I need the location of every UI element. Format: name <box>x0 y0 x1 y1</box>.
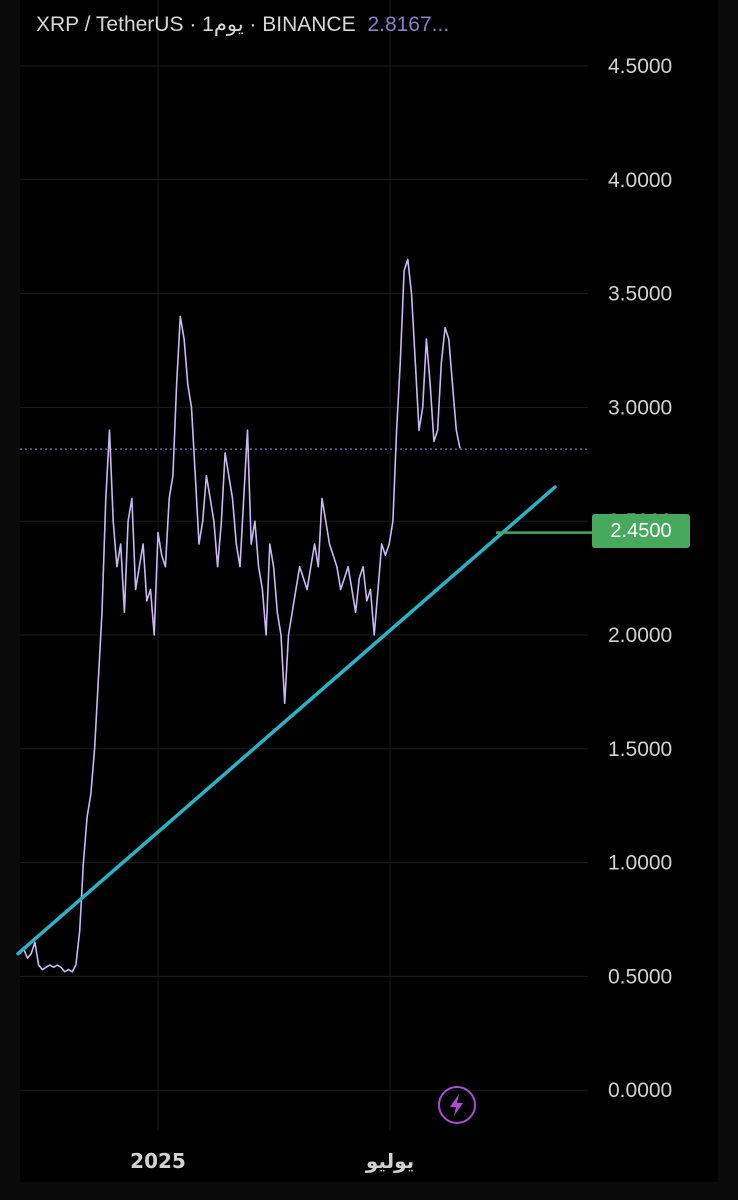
y-tick-label: 3.5000 <box>608 283 672 306</box>
lightning-icon <box>450 1094 463 1116</box>
price-axis[interactable]: 4.50004.00003.50003.00002.50002.00001.50… <box>608 55 672 1102</box>
symbol-header[interactable]: XRP / TetherUS · 1يوم · BINANCE 2.8167..… <box>36 12 449 37</box>
x-tick-label: 2025 <box>130 1149 186 1173</box>
header-separator: · <box>249 13 257 36</box>
trendline[interactable] <box>16 485 557 956</box>
y-tick-label: 3.0000 <box>608 396 672 419</box>
y-tick-label: 0.5000 <box>608 965 672 988</box>
chart-panel[interactable] <box>20 0 718 1182</box>
level-price-badge[interactable]: 2.4500 <box>592 514 690 548</box>
grid-lines <box>20 0 588 1130</box>
y-tick-label: 2.0000 <box>608 624 672 647</box>
lightning-button[interactable] <box>438 1086 476 1124</box>
interval-label: 1يوم <box>202 13 244 36</box>
header-separator: · <box>189 13 197 36</box>
time-axis[interactable]: 2025 يوليو <box>130 1149 414 1173</box>
symbol-name: XRP / TetherUS <box>36 13 184 36</box>
x-tick-label: يوليو <box>365 1149 414 1173</box>
y-tick-label: 4.5000 <box>608 55 672 78</box>
y-tick-label: 0.0000 <box>608 1079 672 1102</box>
y-tick-label: 4.0000 <box>608 169 672 192</box>
y-tick-label: 1.0000 <box>608 852 672 875</box>
last-price: 2.8167... <box>367 13 450 36</box>
y-tick-label: 1.5000 <box>608 738 672 761</box>
exchange-label: BINANCE <box>262 13 356 36</box>
price-series-line <box>19 258 461 973</box>
